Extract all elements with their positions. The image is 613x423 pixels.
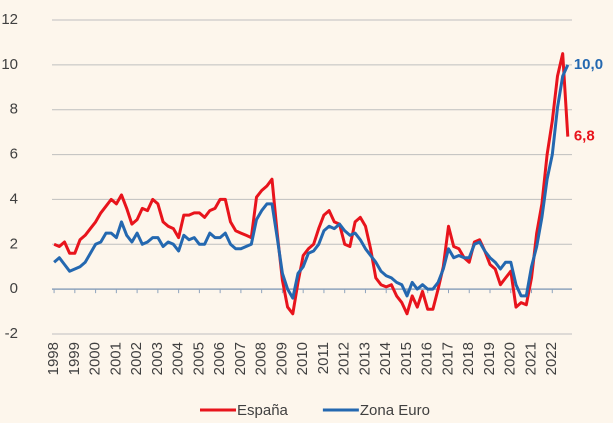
- x-tick-label: 2000: [87, 342, 104, 375]
- y-tick-label: 2: [10, 235, 18, 252]
- x-tick-label: 2007: [232, 342, 249, 375]
- end-label: 10,0: [574, 56, 603, 73]
- x-tick-label: 2021: [522, 342, 539, 375]
- x-tick-label: 2006: [211, 342, 228, 375]
- x-tick-label: 2015: [398, 342, 415, 375]
- y-tick-label: -2: [5, 325, 18, 342]
- x-tick-label: 2013: [356, 342, 373, 375]
- x-tick-label: 2008: [253, 342, 270, 375]
- x-tick-label: 2012: [336, 342, 353, 375]
- x-tick-label: 2017: [439, 342, 456, 375]
- x-tick-label: 2003: [149, 342, 166, 375]
- x-tick-label: 2018: [460, 342, 477, 375]
- x-tick-label: 2009: [273, 342, 290, 375]
- y-tick-label: 8: [10, 101, 18, 118]
- series-line: [53, 52, 570, 316]
- x-tick-label: 2001: [107, 342, 124, 375]
- x-tick-label: 2011: [315, 342, 332, 374]
- x-tick-label: 1998: [45, 342, 62, 375]
- x-tick-label: 2004: [170, 342, 187, 375]
- x-tick-label: 2005: [190, 342, 207, 375]
- x-tick-label: 2010: [294, 342, 311, 375]
- y-tick-label: 10: [1, 56, 18, 73]
- legend-label: Zona Euro: [360, 402, 430, 419]
- y-tick-label: 12: [1, 11, 18, 28]
- legend-label: España: [237, 402, 289, 419]
- x-tick-label: 2014: [377, 342, 394, 375]
- x-tick-label: 1999: [66, 342, 83, 375]
- y-tick-label: 0: [10, 280, 18, 297]
- y-tick-label: 6: [10, 146, 18, 163]
- x-tick-label: 2002: [128, 342, 145, 375]
- x-tick-label: 2016: [419, 342, 436, 375]
- end-label: 6,8: [574, 128, 595, 145]
- x-tick-label: 2022: [543, 342, 560, 375]
- x-tick-label: 2020: [502, 342, 519, 375]
- x-tick-label: 2019: [481, 342, 498, 375]
- series-line: [53, 64, 570, 300]
- y-tick-label: 4: [10, 190, 18, 207]
